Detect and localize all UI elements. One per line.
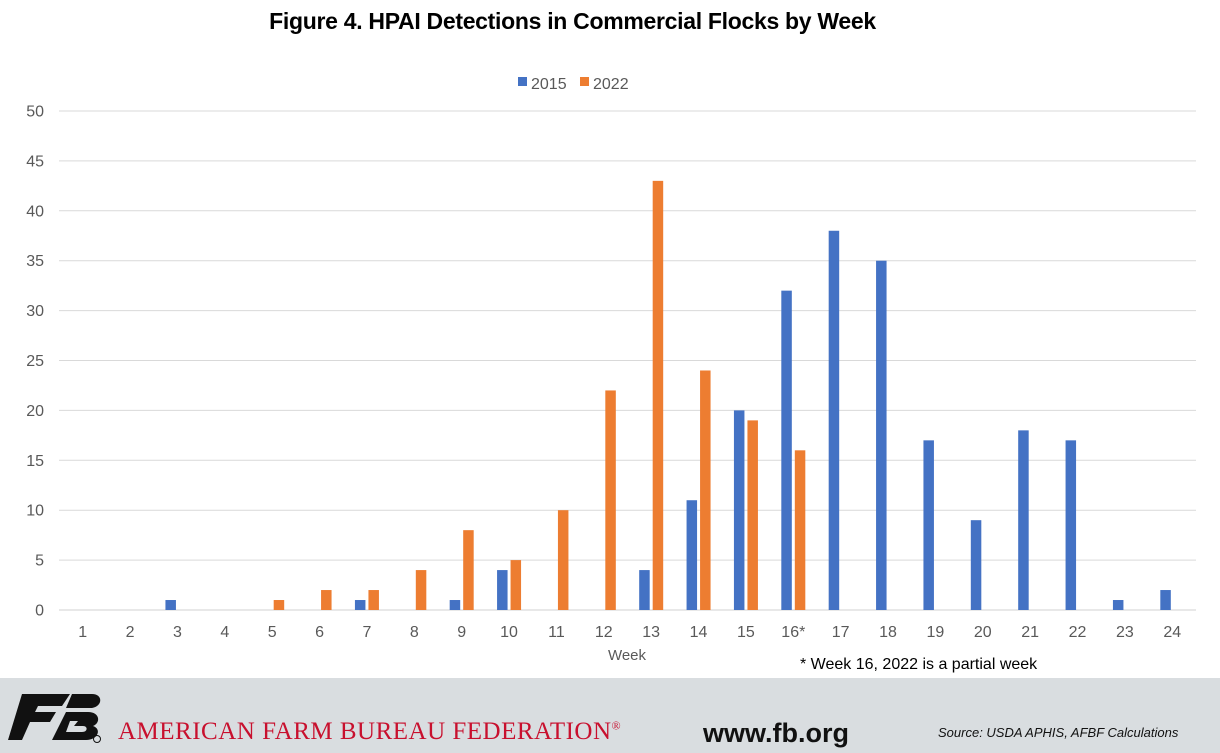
x-tick-label: 13 <box>642 624 660 641</box>
bar-2022-week-9 <box>463 530 474 610</box>
bar-2015-week-24 <box>1160 590 1171 610</box>
bar-2015-week-3 <box>165 600 176 610</box>
x-tick-label: 10 <box>500 624 518 641</box>
bar-2022-week-11 <box>557 510 569 610</box>
x-tick-label: 12 <box>595 624 613 641</box>
y-tick-label: 40 <box>26 203 44 220</box>
x-tick-label: 3 <box>173 624 182 641</box>
bar-2015-week-18 <box>876 260 887 610</box>
x-tick-label: 5 <box>268 624 277 641</box>
y-axis-ticks: 0 5 10 15 20 25 30 35 40 45 50 <box>26 104 44 620</box>
organization-name: AMERICAN FARM BUREAU FEDERATION® <box>118 718 621 746</box>
bar-2015-week-9 <box>449 600 461 610</box>
legend-swatch-2022 <box>580 77 589 86</box>
bar-2015-week-10 <box>497 570 508 610</box>
x-tick-label: 21 <box>1021 624 1039 641</box>
bar-2022-week-7 <box>368 590 379 610</box>
legend: 2015 2022 <box>518 76 629 93</box>
bar-2022-week-6 <box>321 590 332 610</box>
registered-mark: ® <box>611 718 622 733</box>
bar-2015-week-16 <box>781 290 792 610</box>
gridlines <box>59 110 1196 611</box>
organization-label: AMERICAN FARM BUREAU FEDERATION <box>118 718 612 745</box>
x-tick-label: 9 <box>457 624 466 641</box>
bar-2022-week-12 <box>605 390 616 610</box>
x-tick-label: 24 <box>1163 624 1181 641</box>
fb-logo <box>8 694 101 743</box>
legend-swatch-2015 <box>518 77 527 86</box>
bar-2015-week-19 <box>923 440 934 610</box>
bar-2015-week-7 <box>354 600 366 610</box>
bar-2015-week-22 <box>1065 440 1077 610</box>
bar-2015-week-13 <box>639 570 650 610</box>
legend-label-2022: 2022 <box>593 76 629 93</box>
x-tick-label: 8 <box>410 624 419 641</box>
bar-2022-week-10 <box>510 560 522 610</box>
x-tick-label: 23 <box>1116 624 1134 641</box>
y-tick-label: 45 <box>26 153 44 170</box>
x-tick-label: 16* <box>781 624 805 641</box>
bar-2015-week-15 <box>733 410 745 610</box>
source-note: Source: USDA APHIS, AFBF Calculations <box>938 725 1179 740</box>
y-tick-label: 10 <box>26 503 44 520</box>
x-tick-label: 19 <box>927 624 945 641</box>
x-tick-label: 22 <box>1069 624 1087 641</box>
y-tick-label: 5 <box>35 553 44 570</box>
x-tick-label: 4 <box>220 624 229 641</box>
website-link[interactable]: www.fb.org <box>703 718 849 748</box>
x-tick-label: 7 <box>362 624 371 641</box>
x-axis-ticks: 1 2 3 4 5 6 7 8 9 10 11 12 13 14 15 16* 17 18 19 20 21 22 23 24 <box>78 624 1181 641</box>
bar-2015-week-14 <box>686 500 698 610</box>
y-tick-label: 0 <box>35 603 44 620</box>
partial-week-note: * Week 16, 2022 is a partial week <box>800 656 1038 673</box>
x-tick-label: 20 <box>974 624 992 641</box>
legend-label-2015: 2015 <box>531 76 567 93</box>
x-tick-label: 1 <box>78 624 87 641</box>
y-tick-label: 15 <box>26 453 44 470</box>
bar-2015-week-21 <box>1018 430 1029 610</box>
bar-2022-week-14 <box>700 370 711 610</box>
bar-2015-week-23 <box>1112 600 1124 610</box>
bar-2022-week-13 <box>652 180 664 611</box>
bar-2022-week-15 <box>747 420 758 610</box>
x-tick-label: 2 <box>126 624 135 641</box>
y-tick-label: 50 <box>26 104 44 121</box>
x-tick-label: 14 <box>690 624 708 641</box>
bars <box>165 180 1171 611</box>
y-tick-label: 35 <box>26 253 44 270</box>
bar-2022-week-8 <box>415 570 427 610</box>
y-tick-label: 30 <box>26 303 44 320</box>
x-tick-label: 15 <box>737 624 755 641</box>
x-tick-label: 17 <box>832 624 850 641</box>
bar-2015-week-20 <box>970 520 982 610</box>
x-tick-label: 11 <box>548 624 565 641</box>
bar-2015-week-17 <box>828 230 840 610</box>
x-tick-label: 6 <box>315 624 324 641</box>
x-axis-title: Week <box>608 647 647 664</box>
bar-2022-week-16 <box>794 450 806 610</box>
y-tick-label: 20 <box>26 403 44 420</box>
x-tick-label: 18 <box>879 624 897 641</box>
chart-title: Figure 4. HPAI Detections in Commercial … <box>269 8 876 34</box>
footer-band: AMERICAN FARM BUREAU FEDERATION® www.fb.… <box>0 678 1220 753</box>
bar-2022-week-5 <box>273 600 285 610</box>
y-tick-label: 25 <box>26 353 44 370</box>
